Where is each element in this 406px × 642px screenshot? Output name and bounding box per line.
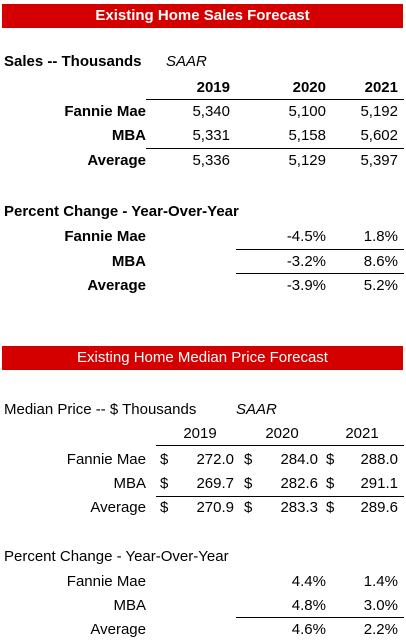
sales-cell-average-2020: 5,129 [288, 152, 326, 169]
sales-cell-fannie-mae-2021: 5,192 [360, 103, 398, 120]
price-currency-average-2021: $ [326, 499, 335, 516]
price-row-label-average: Average [90, 499, 146, 516]
price-currency-fannie-mae-2020: $ [244, 451, 253, 468]
price-cell-fannie-mae-2019: 272.0 [196, 451, 234, 468]
sales-row-label-mba: MBA [111, 127, 146, 144]
sales-pct-label-fannie-mae: Fannie Mae [64, 228, 146, 245]
price-pct-heading: Percent Change - Year-Over-Year [4, 548, 229, 565]
price-year-underline [156, 445, 404, 446]
price-row-label-fannie-mae: Fannie Mae [66, 451, 146, 468]
price-year-2019: 2019 [183, 425, 217, 442]
price-pct-mba-2020: 4.8% [291, 597, 326, 614]
price-currency-fannie-mae-2019: $ [160, 451, 169, 468]
sales-cell-average-2019: 5,336 [192, 152, 230, 169]
price-average-topline [156, 496, 404, 497]
sales-pct-heading: Percent Change - Year-Over-Year [4, 203, 239, 220]
sales-pct-average-2020: -3.9% [286, 277, 326, 294]
price-cell-mba-2021: 291.1 [360, 475, 398, 492]
sales-pct-label-mba: MBA [111, 253, 146, 270]
price-currency-mba-2021: $ [326, 475, 335, 492]
sales-year-2019: 2019 [196, 79, 230, 96]
sales-cell-mba-2019: 5,331 [192, 127, 230, 144]
sales-pct-line-1 [236, 249, 404, 250]
price-pct-average-2020: 4.6% [291, 621, 326, 638]
sales-pct-label-average: Average [87, 277, 146, 294]
price-cell-average-2019: 270.9 [196, 499, 234, 516]
price-heading: Median Price -- $ Thousands [4, 401, 197, 418]
sales-cell-fannie-mae-2019: 5,340 [192, 103, 230, 120]
price-currency-fannie-mae-2021: $ [326, 451, 335, 468]
price-saar-label: SAAR [236, 401, 277, 418]
price-pct-average-2021: 2.2% [363, 621, 398, 638]
price-cell-average-2020: 283.3 [280, 499, 318, 516]
price-currency-mba-2019: $ [160, 475, 169, 492]
price-currency-mba-2020: $ [244, 475, 253, 492]
sales-pct-fannie-mae-2020: -4.5% [286, 228, 326, 245]
sales-year-underline [146, 99, 404, 100]
sales-year-2020: 2020 [292, 79, 326, 96]
price-pct-label-fannie-mae: Fannie Mae [66, 573, 146, 590]
sales-saar-label: SAAR [166, 53, 207, 70]
sales-banner: Existing Home Sales Forecast [2, 4, 403, 28]
price-pct-fannie-mae-2021: 1.4% [363, 573, 398, 590]
price-pct-line [236, 617, 404, 618]
sales-row-label-average: Average [87, 152, 146, 169]
sales-pct-mba-2020: -3.2% [286, 253, 326, 270]
sales-pct-average-2021: 5.2% [363, 277, 398, 294]
price-cell-fannie-mae-2020: 284.0 [280, 451, 318, 468]
sales-year-2021: 2021 [364, 79, 398, 96]
price-pct-fannie-mae-2020: 4.4% [291, 573, 326, 590]
price-cell-mba-2020: 282.6 [280, 475, 318, 492]
sales-pct-fannie-mae-2021: 1.8% [363, 228, 398, 245]
sales-pct-line-2 [236, 273, 404, 274]
price-cell-mba-2019: 269.7 [196, 475, 234, 492]
price-pct-mba-2021: 3.0% [363, 597, 398, 614]
price-row-label-mba: MBA [113, 475, 146, 492]
price-cell-average-2021: 289.6 [360, 499, 398, 516]
sales-row-label-fannie-mae: Fannie Mae [64, 103, 146, 120]
price-year-2021: 2021 [345, 425, 379, 442]
sales-cell-average-2021: 5,397 [360, 152, 398, 169]
sales-cell-mba-2021: 5,602 [360, 127, 398, 144]
price-currency-average-2019: $ [160, 499, 169, 516]
sales-cell-mba-2020: 5,158 [288, 127, 326, 144]
price-pct-label-mba: MBA [113, 597, 146, 614]
price-cell-fannie-mae-2021: 288.0 [360, 451, 398, 468]
sales-average-topline [146, 148, 404, 149]
sales-pct-mba-2021: 8.6% [363, 253, 398, 270]
sales-cell-fannie-mae-2020: 5,100 [288, 103, 326, 120]
price-pct-label-average: Average [90, 621, 146, 638]
price-year-2020: 2020 [265, 425, 299, 442]
price-currency-average-2020: $ [244, 499, 253, 516]
price-banner: Existing Home Median Price Forecast [2, 346, 403, 370]
sales-heading: Sales -- Thousands [4, 53, 142, 70]
